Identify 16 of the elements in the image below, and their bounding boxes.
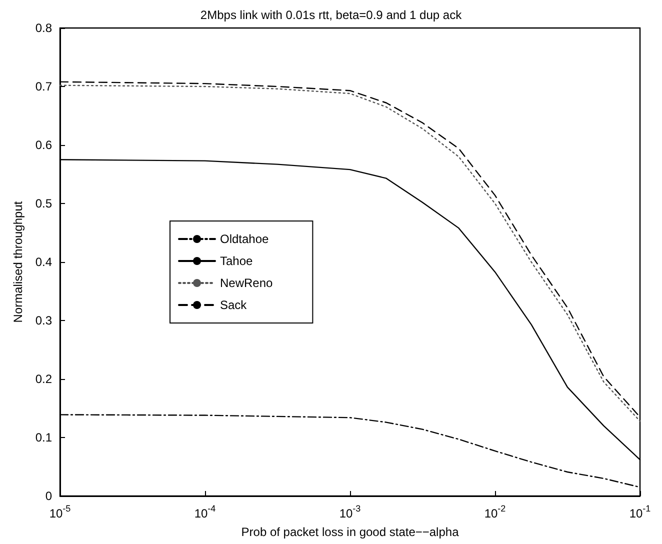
y-tick-label: 0.3: [35, 314, 52, 328]
y-tick-label: 0.1: [35, 430, 52, 444]
y-axis-title: Normalised throughput: [11, 200, 25, 323]
x-axis-title: Prob of packet loss in good state−−alpha: [241, 525, 460, 539]
y-tick-label: 0.2: [35, 372, 52, 386]
y-tick-label: 0.5: [35, 196, 52, 210]
legend-label: Tahoe: [220, 254, 254, 268]
y-tick-label: 0.7: [35, 80, 52, 94]
legend-label: Sack: [220, 298, 248, 312]
legend-label: Oldtahoe: [220, 232, 270, 246]
y-tick-label: 0.8: [35, 21, 52, 35]
chart-title: 2Mbps link with 0.01s rtt, beta=0.9 and 1 dup ack: [200, 8, 463, 22]
y-tick-label: 0.6: [35, 138, 52, 152]
y-tick-label: 0: [45, 489, 52, 503]
y-tick-label: 0.4: [35, 255, 52, 269]
legend-label: NewReno: [220, 276, 274, 290]
